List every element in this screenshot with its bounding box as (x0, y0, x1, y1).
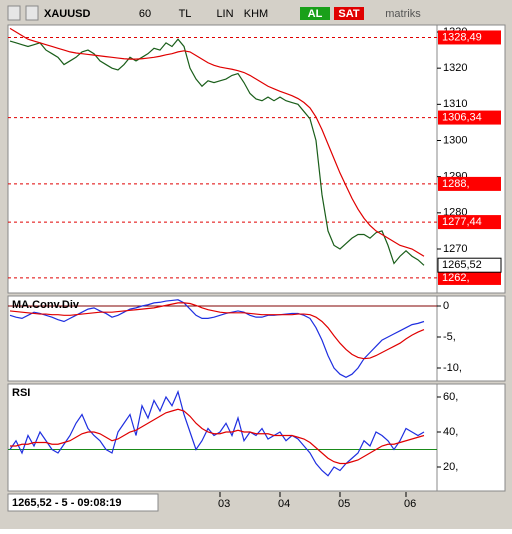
x-tick-label: 03 (218, 498, 230, 510)
panel-title: RSI (12, 387, 30, 399)
brand: matriks (385, 8, 421, 20)
x-tick-label: 06 (404, 498, 416, 510)
level-label: 1288, (442, 178, 470, 190)
level-box (438, 30, 501, 45)
panel-title: MA.Conv.Div (12, 299, 80, 311)
level-label: 1328,49 (442, 31, 482, 43)
panel (7, 383, 438, 492)
sell-label[interactable]: SAT (338, 8, 359, 20)
y-tick-label: 1310 (443, 98, 467, 110)
x-tick-label: 04 (278, 498, 290, 510)
y-tick-label: 1270 (443, 243, 467, 255)
close-button[interactable] (25, 5, 39, 21)
period[interactable]: 60 (139, 8, 151, 20)
panel (7, 24, 438, 294)
series-line (9, 299, 425, 378)
menu-button[interactable] (7, 5, 21, 21)
khm[interactable]: KHM (244, 8, 268, 20)
level-label: 1277,44 (442, 216, 482, 228)
y-tick-label: 1320 (443, 62, 467, 74)
y-tick-label: -10, (443, 362, 462, 374)
sell-button[interactable] (334, 7, 364, 20)
y-tick-label: 60, (443, 391, 458, 403)
y-tick-label: 1300 (443, 134, 467, 146)
last-box (437, 257, 502, 273)
symbol[interactable]: XAUUSD (44, 8, 91, 20)
status-box (7, 493, 159, 512)
level-box (438, 270, 501, 285)
panel (7, 295, 438, 382)
y-tick-label: 20, (443, 461, 458, 473)
axis-panel (436, 383, 506, 492)
level-label: 1262, (442, 272, 470, 284)
level-box (438, 215, 501, 230)
currency[interactable]: TL (179, 8, 192, 20)
last-label: 1265,52 (442, 259, 482, 271)
buy-label[interactable]: AL (308, 8, 323, 20)
x-tick-label: 05 (338, 498, 350, 510)
level-box (438, 176, 501, 191)
series-line (9, 38, 425, 266)
y-tick-label: 40, (443, 426, 458, 438)
y-tick-label: -5, (443, 331, 456, 343)
series-line (9, 27, 425, 257)
status: 1265,52 - 5 - 09:08:19 (12, 497, 121, 509)
level-label: 1306,34 (442, 111, 482, 123)
level-box (438, 110, 501, 125)
series-line (9, 302, 425, 360)
y-tick-label: 0 (443, 300, 449, 312)
axis-panel (436, 24, 506, 294)
series-line (10, 408, 425, 465)
buy-button[interactable] (300, 7, 330, 20)
scale[interactable]: LIN (216, 8, 233, 20)
axis-panel (436, 295, 506, 382)
